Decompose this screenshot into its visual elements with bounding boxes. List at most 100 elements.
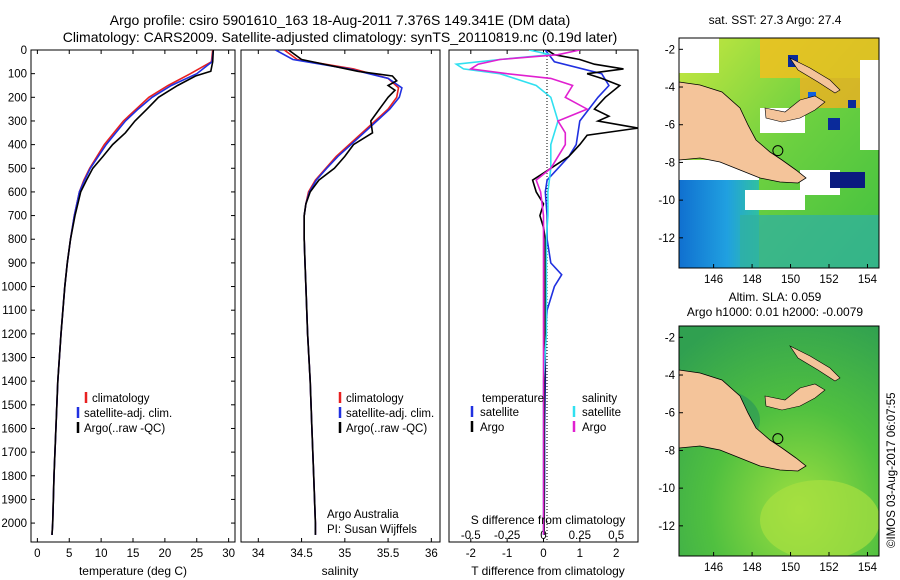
x-tick-label: 154 bbox=[858, 562, 878, 574]
x-tick-label: 36 bbox=[425, 548, 438, 560]
t-difference-xlabel: T difference from climatology bbox=[471, 564, 625, 578]
difference-legend: temperature salinity satellite Argo sate… bbox=[470, 393, 621, 434]
y-tick-label: 900 bbox=[8, 258, 27, 270]
temperature-xlabel: temperature (deg C) bbox=[79, 564, 187, 578]
y-tick-label: 1800 bbox=[1, 471, 27, 483]
x-tick-label: 148 bbox=[742, 562, 761, 574]
x-tick-label: 20 bbox=[158, 548, 171, 560]
land-new-ireland bbox=[789, 345, 841, 382]
s-difference-axis: -0.5 -0.25 0 0.25 0.5 bbox=[461, 530, 624, 542]
s-tick-label: -0.25 bbox=[494, 530, 520, 542]
y-tick-label: 1300 bbox=[1, 353, 27, 365]
y-tick-label: -4 bbox=[665, 370, 676, 382]
temperature-series bbox=[51, 50, 215, 535]
sla-high-patch bbox=[760, 480, 879, 556]
x-tick-label: 1 bbox=[577, 548, 583, 560]
argo-float-marker bbox=[772, 145, 784, 157]
sst-map-axes: 146 148 150 152 154 -2 -4 -6 -8 -10 -12 bbox=[658, 44, 877, 286]
salinity-plot-frame bbox=[240, 49, 441, 543]
x-tick-label: 0 bbox=[34, 548, 40, 560]
y-tick-label: 300 bbox=[8, 116, 27, 128]
x-tick-label: 148 bbox=[742, 274, 761, 286]
land-new-britain bbox=[764, 95, 826, 123]
y-tick-label: 1900 bbox=[1, 494, 27, 506]
land-new-ireland bbox=[789, 57, 841, 94]
annotation-program: Argo Australia bbox=[327, 509, 399, 521]
land-papua-new-guinea bbox=[679, 81, 807, 184]
figure-title-line1: Argo profile: csiro 5901610_163 18-Aug-2… bbox=[109, 12, 571, 28]
sst-cloud-gap bbox=[679, 38, 719, 73]
x-tick-label: 5 bbox=[66, 548, 72, 560]
sla-map-title-line1: Altim. SLA: 0.059 bbox=[729, 290, 822, 304]
sst-cloud-pixel bbox=[808, 92, 816, 100]
legend-label-argo: Argo(..raw -QC) bbox=[346, 423, 427, 435]
sst-map-title: sat. SST: 27.3 Argo: 27.4 bbox=[709, 13, 842, 27]
y-tick-label: 1100 bbox=[2, 305, 27, 317]
x-tick-label: 25 bbox=[190, 548, 203, 560]
sst-map-panel: sat. SST: 27.3 Argo: 27.4 146 148 15 bbox=[658, 13, 880, 286]
y-tick-label: 1000 bbox=[1, 282, 27, 294]
y-tick-label: 1600 bbox=[1, 423, 27, 435]
y-tick-label: 1700 bbox=[1, 447, 27, 459]
y-tick-label: 1500 bbox=[1, 400, 27, 412]
y-tick-label: 0 bbox=[21, 45, 27, 57]
imos-credit: ©IMOS 03-Aug-2017 06:07:55 bbox=[886, 392, 898, 548]
y-tick-label: -10 bbox=[658, 195, 675, 207]
land-papua-new-guinea bbox=[679, 369, 807, 472]
temperature-axis: 0 5 10 15 20 25 30 bbox=[34, 50, 235, 560]
legend-label-argo: Argo(..raw -QC) bbox=[84, 423, 165, 435]
salinity-panel: 34 34.5 35 35.5 36 salinity climatology sate… bbox=[240, 49, 441, 578]
sla-map-panel: Altim. SLA: 0.059 Argo h1000: 0.01 h2000… bbox=[658, 290, 880, 574]
legend-header-salinity: salinity bbox=[582, 393, 617, 405]
sst-cloud-gap bbox=[745, 190, 805, 210]
y-tick-label: -6 bbox=[665, 120, 675, 132]
s-difference-label: S difference from climatology bbox=[471, 513, 626, 527]
sla-map-frame bbox=[678, 325, 880, 557]
s-tick-label: -0.5 bbox=[461, 530, 481, 542]
sla-map-field bbox=[679, 326, 879, 556]
legend-label-satellite: satellite-adj. clim. bbox=[84, 408, 172, 420]
sst-map-frame bbox=[678, 37, 880, 269]
sst-cloud-gap bbox=[860, 60, 879, 150]
sst-cloud-pixel bbox=[848, 100, 856, 108]
legend-label-s-argo: Argo bbox=[582, 422, 606, 434]
x-tick-label: 34 bbox=[252, 548, 265, 560]
series-line bbox=[468, 50, 589, 535]
temperature-plot-frame bbox=[30, 49, 236, 543]
y-tick-label: 200 bbox=[8, 92, 27, 104]
y-tick-label: -8 bbox=[665, 445, 675, 457]
salinity-legend: climatology satellite-adj. clim. Argo(..… bbox=[338, 392, 434, 435]
difference-panel: -2 -1 0 1 2 -0.5 -0.25 0 0.25 0.5 S difference f… bbox=[448, 49, 639, 578]
salinity-xlabel: salinity bbox=[322, 564, 359, 578]
x-tick-label: 146 bbox=[704, 274, 723, 286]
x-tick-label: 154 bbox=[858, 274, 878, 286]
series-line bbox=[288, 50, 398, 535]
figure-title-line2: Climatology: CARS2009. Satellite-adjuste… bbox=[62, 29, 618, 45]
y-tick-label: -10 bbox=[658, 483, 675, 495]
x-tick-label: 35.5 bbox=[377, 548, 399, 560]
sst-cloud-pixel bbox=[828, 118, 840, 130]
y-tick-label: -6 bbox=[665, 408, 675, 420]
series-line bbox=[531, 50, 638, 535]
sst-cold-water bbox=[740, 215, 879, 268]
x-tick-label: 10 bbox=[95, 548, 108, 560]
argo-float-marker bbox=[772, 433, 784, 445]
s-tick-label: 0 bbox=[540, 530, 546, 542]
difference-series bbox=[453, 50, 638, 535]
y-tick-label: -2 bbox=[665, 332, 675, 344]
s-tick-label: 0.5 bbox=[608, 530, 624, 542]
legend-label-s-satellite: satellite bbox=[582, 407, 621, 419]
x-tick-label: 2 bbox=[613, 548, 619, 560]
x-tick-label: 0 bbox=[540, 548, 546, 560]
land-new-britain bbox=[764, 383, 826, 411]
x-tick-label: 34.5 bbox=[290, 548, 312, 560]
sla-map-title-line2: Argo h1000: 0.01 h2000: -0.0079 bbox=[687, 305, 863, 319]
y-tick-label: -2 bbox=[665, 44, 675, 56]
x-tick-label: 150 bbox=[781, 274, 800, 286]
temperature-panel: 0100200300400500600700800900100011001200… bbox=[1, 45, 638, 578]
y-tick-label: -12 bbox=[658, 521, 675, 533]
legend-label-climatology: climatology bbox=[346, 393, 404, 405]
s-tick-label: 0.25 bbox=[569, 530, 591, 542]
x-tick-label: 30 bbox=[222, 548, 235, 560]
